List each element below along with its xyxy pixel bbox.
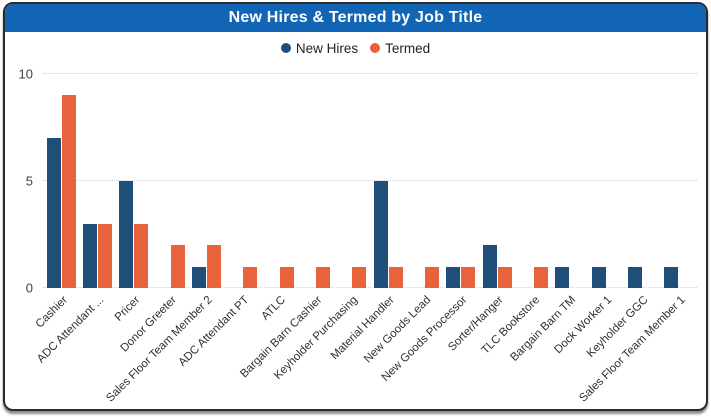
- bar-new-hires[interactable]: [82, 223, 97, 288]
- gridline: [43, 287, 697, 288]
- bar-group: [479, 74, 515, 288]
- bar-group: [370, 74, 406, 288]
- bar-group: [515, 74, 551, 288]
- y-tick-label: 0: [25, 280, 33, 296]
- bar-group: [334, 74, 370, 288]
- bar-group: [552, 74, 588, 288]
- x-tick-label: ADC Attendant ...: [34, 294, 106, 366]
- plot-area: [43, 73, 697, 288]
- gridline: [43, 73, 697, 74]
- bar-new-hires[interactable]: [627, 266, 642, 288]
- chart-title: New Hires & Termed by Job Title: [228, 9, 483, 26]
- bar-new-hires[interactable]: [555, 266, 570, 288]
- bar-new-hires[interactable]: [46, 138, 61, 288]
- legend: New Hires Termed: [5, 38, 706, 58]
- bar-group: [443, 74, 479, 288]
- y-tick-label: 5: [25, 173, 33, 189]
- bar-termed[interactable]: [388, 266, 403, 288]
- x-tick-label: Cashier: [33, 294, 70, 331]
- x-axis-labels: Cashier ADC Attendant ... Pricer Donor Gree…: [33, 289, 697, 407]
- bar-new-hires[interactable]: [664, 266, 679, 288]
- bar-group: [188, 74, 224, 288]
- x-tick-label: Bargain Barn TM: [508, 294, 579, 364]
- x-tick-label: Material Handler: [328, 294, 397, 363]
- legend-label: New Hires: [295, 40, 359, 56]
- bar-new-hires[interactable]: [191, 266, 206, 288]
- bar-group: [43, 74, 79, 288]
- bar-new-hires[interactable]: [373, 181, 388, 288]
- bar-termed[interactable]: [61, 95, 76, 288]
- bar-new-hires[interactable]: [119, 181, 134, 288]
- bar-groups: [43, 74, 697, 288]
- x-tick-label: ATLC: [258, 294, 288, 323]
- bar-group: [406, 74, 442, 288]
- y-axis: 0 5 10: [5, 67, 37, 296]
- bar-new-hires[interactable]: [591, 266, 606, 288]
- y-tick-label: 10: [18, 66, 33, 82]
- bar-termed[interactable]: [352, 266, 367, 288]
- legend-item-termed[interactable]: Termed: [370, 41, 430, 56]
- bar-termed[interactable]: [134, 223, 149, 288]
- x-tick-label: Pricer: [112, 294, 143, 324]
- bar-termed[interactable]: [424, 266, 439, 288]
- bar-group: [588, 74, 624, 288]
- legend-item-new-hires[interactable]: New Hires: [280, 40, 359, 56]
- legend-label: Termed: [385, 40, 431, 56]
- bar-group: [116, 74, 152, 288]
- chart-title-bar: New Hires & Termed by Job Title: [5, 4, 706, 32]
- bar-group: [152, 74, 188, 288]
- bar-termed[interactable]: [461, 266, 476, 288]
- bar-termed[interactable]: [243, 266, 258, 288]
- bar-group: [297, 74, 333, 288]
- bar-group: [225, 74, 261, 288]
- legend-dot-icon: [370, 43, 381, 53]
- bar-group: [261, 74, 297, 288]
- bar-group: [624, 74, 660, 288]
- bar-termed[interactable]: [170, 245, 185, 288]
- bar-group: [661, 74, 697, 288]
- bar-termed[interactable]: [97, 223, 112, 288]
- x-tick-label: New Goods Lead: [361, 294, 433, 366]
- legend-dot-icon: [280, 43, 291, 53]
- chart-card: New Hires & Termed by Job Title New Hire…: [3, 2, 708, 411]
- bar-termed[interactable]: [533, 266, 548, 288]
- x-tick-label: ADC Attendant PT: [176, 294, 252, 369]
- bar-termed[interactable]: [206, 245, 221, 288]
- bar-new-hires[interactable]: [446, 266, 461, 288]
- bar-termed[interactable]: [497, 266, 512, 288]
- bar-group: [79, 74, 115, 288]
- gridline: [43, 180, 697, 181]
- bar-new-hires[interactable]: [482, 245, 497, 288]
- bar-termed[interactable]: [315, 266, 330, 288]
- bar-termed[interactable]: [279, 266, 294, 288]
